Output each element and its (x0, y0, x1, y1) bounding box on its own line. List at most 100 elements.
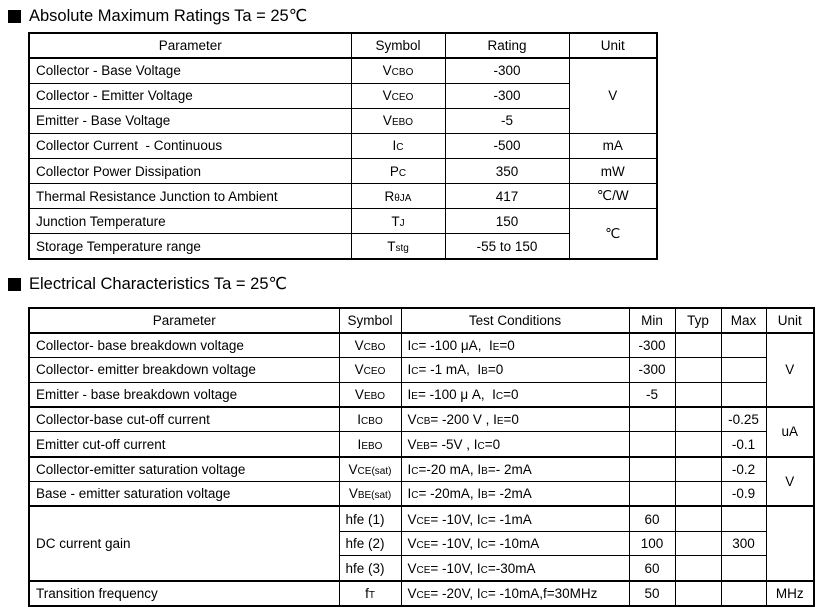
table-cell (720, 381, 767, 408)
table-cell (674, 431, 722, 458)
symbol-subscript: C (411, 465, 419, 477)
table-cell: Thermal Resistance Junction to Ambient (28, 183, 352, 210)
table-cell (628, 481, 676, 507)
section-title-text: Absolute Maximum Ratings Ta = 25℃ (29, 7, 308, 25)
table-cell (720, 332, 767, 359)
table-cell: 100 (628, 530, 676, 557)
symbol-subscript: EBO (361, 440, 383, 452)
absolute-maximum-ratings-table: Parameter Symbol Rating Unit Collector - Bas… (28, 32, 658, 260)
section-title-electrical-characteristics: Electrical Characteristics Ta = 25℃ (8, 274, 287, 294)
table-cell: VCE(sat) (338, 455, 402, 483)
table-cell: V (765, 455, 815, 507)
table-cell: IC= -1 mA, IB=0 (400, 357, 630, 383)
table-cell: VCBO (338, 332, 402, 359)
table-cell: 150 (444, 208, 570, 235)
symbol-subscript: BE(sat) (357, 490, 392, 502)
table-row: DC current gain hfe (1) VCE= -10V, IC= -1m… (28, 505, 815, 582)
symbol-subscript: E (492, 341, 500, 353)
table-row: Thermal Resistance Junction to Ambient Rθ… (28, 183, 658, 210)
table-cell: VEBO (338, 381, 402, 408)
table-cell: VCBO (350, 57, 446, 84)
table-cell: Collector - Emitter Voltage (28, 82, 352, 109)
table-cell: Emitter - Base Voltage (28, 107, 352, 134)
table-cell: Storage Temperature range (28, 233, 352, 260)
table-cell: VCE= -10V, IC= -10mA (400, 530, 630, 557)
square-bullet-icon (8, 277, 21, 291)
table-row: Collector Current - Continuous IC -500 mA (28, 132, 658, 159)
symbol-subscript: CE (416, 564, 431, 576)
table-cell (628, 431, 676, 458)
table-cell: Tstg (350, 233, 446, 260)
symbol-subscript: C (480, 540, 488, 552)
table-cell: -300 (444, 57, 570, 84)
symbol-subscript: B (481, 490, 488, 502)
table-cell: IC=-20 mA, IB=- 2mA (400, 455, 630, 483)
symbol-subscript: C (480, 589, 488, 601)
section-title-absolute-maximum-ratings: Absolute Maximum Ratings Ta = 25℃ (8, 6, 307, 26)
symbol-subscript: CBO (361, 416, 383, 428)
header-row: Parameter Symbol Test Conditions Min Typ Max U… (28, 307, 815, 334)
table-row: Emitter - Base Voltage VEBO -5 (28, 107, 657, 134)
symbol-subscript: EB (416, 440, 430, 452)
symbol-subscript: J (399, 217, 405, 229)
table-cell (674, 579, 722, 607)
table-row: hfe (2) VCE= -10V, IC= -10mA 100 300 (29, 530, 814, 557)
column-header: Symbol (338, 307, 402, 334)
symbol-subscript: CE(sat) (357, 465, 392, 477)
symbol-subscript: T (368, 589, 375, 601)
symbol-subscript: EBO (391, 117, 414, 129)
table-cell: -0.2 (720, 455, 767, 483)
table-cell: TJ (350, 208, 446, 235)
symbol-subscript: C (480, 515, 488, 527)
table-cell: VCB= -200 V , IE=0 (400, 406, 630, 433)
square-bullet-icon (8, 9, 21, 23)
column-header: Typ (674, 307, 722, 334)
symbol-subscript: B (481, 366, 488, 378)
table-cell: Collector- base breakdown voltage (28, 332, 340, 359)
column-header: Rating (444, 32, 570, 60)
table-cell: VCE= -10V, IC= -1mA (400, 505, 630, 532)
table-cell: 300 (720, 530, 767, 557)
table-cell: ℃ (568, 208, 658, 260)
section-title-text: Electrical Characteristics Ta = 25℃ (29, 275, 288, 293)
table-cell: Collector Current - Continuous (28, 132, 352, 159)
table-cell: VEB= -5V , IC=0 (400, 431, 630, 458)
table-cell: VCE= -10V, IC=-30mA (400, 555, 630, 582)
table-cell: -5 (628, 381, 676, 408)
table-cell (674, 530, 722, 557)
table-cell: V (765, 332, 815, 408)
table-row: Collector-emitter saturation voltage VCE(… (28, 455, 815, 507)
table-cell: mA (568, 132, 658, 159)
table-cell (720, 357, 767, 383)
symbol-subscript: C (495, 391, 504, 403)
table-cell: ℃/W (568, 183, 658, 210)
table-cell (674, 481, 722, 507)
table-row: Base - emitter saturation voltage VBE(sat… (28, 481, 814, 507)
table-cell: 60 (628, 505, 676, 532)
table-cell: Base - emitter saturation voltage (28, 481, 340, 507)
symbol-subscript: CE (416, 515, 431, 527)
table-row: Transition frequency fT VCE= -20V, IC= -10… (28, 579, 815, 607)
table-cell (765, 505, 815, 582)
table-cell (674, 406, 722, 433)
table-row: Collector- base breakdown voltage VCBO IC=… (28, 332, 815, 408)
table-cell: hfe (3) (338, 555, 402, 582)
table-cell (674, 455, 722, 483)
symbol-subscript: CEO (391, 92, 414, 104)
table-cell: Junction Temperature (28, 208, 352, 235)
table-row: Junction Temperature TJ 150 ℃ (28, 208, 658, 260)
symbol-subscript: C (411, 366, 419, 378)
table-cell (674, 357, 722, 383)
table-row: Emitter cut-off current IEBO VEB= -5V , IC… (28, 431, 814, 458)
symbol-subscript: CBO (363, 341, 386, 353)
table-cell: -0.25 (720, 406, 767, 433)
table-cell: 60 (628, 555, 676, 582)
symbol-subscript: C (398, 167, 407, 179)
table-cell (674, 555, 722, 582)
column-header: Symbol (350, 32, 446, 60)
table-row: Collector-base cut-off current ICBO VCB= -… (28, 406, 815, 458)
table-row: hfe (3) VCE= -10V, IC=-30mA 60 (29, 555, 814, 582)
column-header: Parameter (28, 32, 352, 60)
table-cell: Transition frequency (28, 579, 340, 607)
table-cell: -55 to 150 (444, 233, 570, 260)
